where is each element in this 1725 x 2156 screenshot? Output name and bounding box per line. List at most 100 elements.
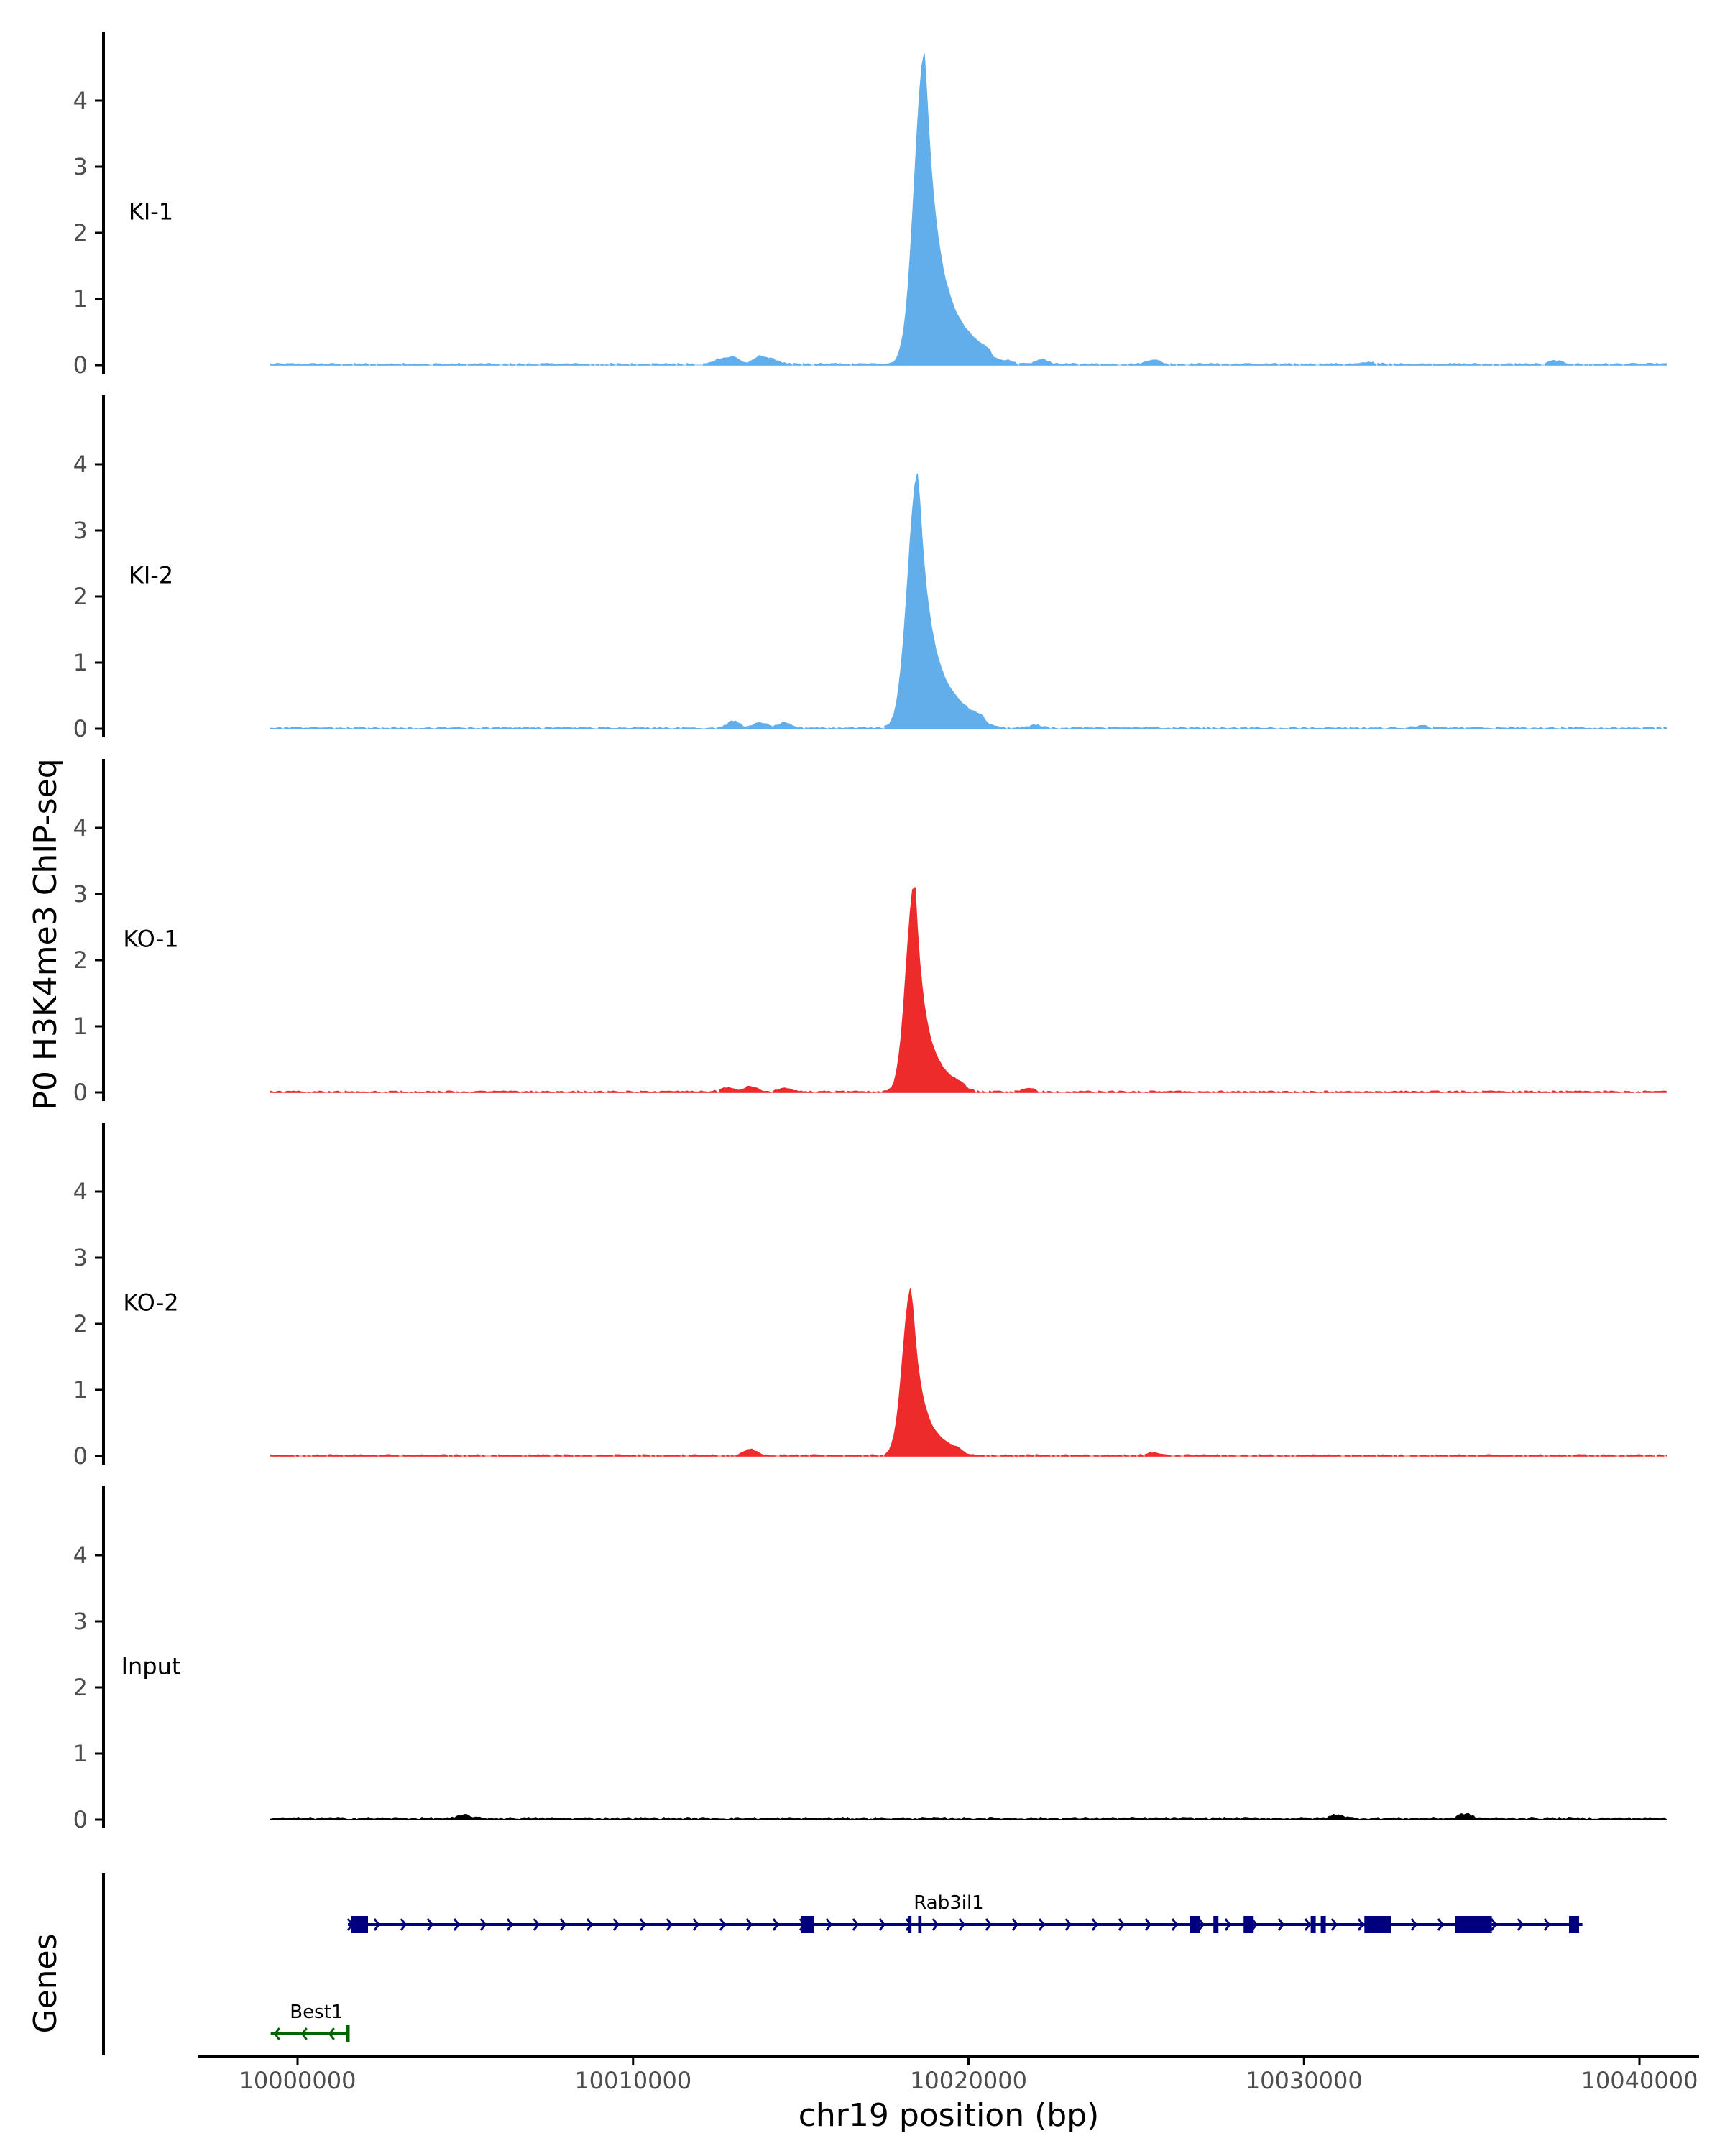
strand-arrow <box>745 1918 753 1931</box>
strand-arrow <box>1197 1918 1205 1931</box>
strand-arrow <box>932 1918 939 1931</box>
y-tick-label: 3 <box>73 517 88 544</box>
strand-arrow <box>1357 1918 1364 1931</box>
strand-arrow <box>692 1918 699 1931</box>
track-input: 0 1 2 3 4 Input <box>73 1486 1668 1833</box>
exon-block <box>1568 1916 1579 1933</box>
y-tick-label: 0 <box>73 715 88 742</box>
y-tick-label: 1 <box>73 1013 88 1040</box>
x-tick-label: 10020000 <box>910 2067 1027 2094</box>
x-tick-label: 10030000 <box>1246 2067 1363 2094</box>
strand-arrow <box>559 1918 566 1931</box>
y-tick-label: 4 <box>73 814 88 842</box>
strand-arrow <box>719 1918 726 1931</box>
track-label: Input <box>121 1653 181 1680</box>
strand-arrow <box>852 1918 859 1931</box>
strand-arrow <box>1224 1918 1231 1931</box>
y-tick-label: 1 <box>73 649 88 676</box>
signal-area <box>270 1812 1668 1820</box>
exon-block <box>1310 1916 1316 1933</box>
x-tick-label: 10000000 <box>239 2067 356 2094</box>
exon-block <box>908 1916 912 1933</box>
strand-arrow <box>772 1918 779 1931</box>
track-ki-2: 0 1 2 3 4 KI-2 <box>73 395 1668 742</box>
strand-arrow <box>1543 1918 1550 1931</box>
signal-area <box>270 887 1668 1093</box>
y-tick-label: 2 <box>73 219 88 247</box>
exon-block <box>1320 1916 1326 1933</box>
x-tick-label: 10010000 <box>574 2067 691 2094</box>
y-tick-label: 4 <box>73 87 88 114</box>
y-tick-label: 2 <box>73 583 88 610</box>
strand-arrow <box>426 1918 433 1931</box>
y-tick-label: 1 <box>73 1376 88 1404</box>
track-label: KO-2 <box>123 1289 178 1317</box>
x-axis-label: chr19 position (bp) <box>799 2097 1100 2134</box>
exon-block <box>351 1916 369 1933</box>
strand-arrow <box>666 1918 673 1931</box>
gene-best1: Best1 <box>270 2001 350 2042</box>
y-tick-label: 1 <box>73 285 88 313</box>
y-tick-label: 3 <box>73 1608 88 1635</box>
strand-arrow <box>1091 1918 1098 1931</box>
strand-arrow <box>612 1918 620 1931</box>
signal-area <box>270 473 1668 729</box>
y-tick-label: 2 <box>73 1310 88 1337</box>
strand-arrow <box>825 1918 832 1931</box>
y-axis-label: P0 H3K4me3 ChIP-seq <box>27 758 64 1110</box>
gene-rab3il1: Rab3il1 <box>346 1892 1583 1933</box>
strand-arrow <box>479 1918 487 1931</box>
y-tick-label: 1 <box>73 1740 88 1767</box>
tracks-layer: 0 1 2 3 4 KI-1 0 1 2 3 4 KI-2 0 1 2 3 4 KO-1 0 1 2 3 4 KO-2 0 1 2 3… <box>73 32 1668 1833</box>
y-tick-label: 3 <box>73 153 88 180</box>
y-tick-label: 0 <box>73 1079 88 1106</box>
y-tick-label: 3 <box>73 1244 88 1271</box>
strand-arrow <box>1011 1918 1018 1931</box>
y-tick-label: 3 <box>73 880 88 908</box>
strand-arrow <box>1490 1918 1497 1931</box>
track-ko-2: 0 1 2 3 4 KO-2 <box>73 1123 1668 1470</box>
track-ki-1: 0 1 2 3 4 KI-1 <box>73 32 1668 379</box>
y-tick-label: 4 <box>73 451 88 478</box>
strand-arrow <box>586 1918 593 1931</box>
track-label: KI-2 <box>129 562 173 589</box>
genes-axis-label: Genes <box>27 1933 64 2033</box>
strand-arrow <box>1064 1918 1072 1931</box>
y-tick-label: 2 <box>73 1674 88 1701</box>
track-label: KI-1 <box>129 198 173 226</box>
signal-area <box>270 1288 1668 1457</box>
strand-arrow <box>1517 1918 1524 1931</box>
strand-arrow <box>639 1918 646 1931</box>
strand-arrow <box>1118 1918 1125 1931</box>
track-ko-1: 0 1 2 3 4 KO-1 <box>73 759 1668 1106</box>
exon-block <box>1190 1916 1200 1933</box>
strand-arrow <box>1171 1918 1178 1931</box>
strand-arrow <box>453 1918 460 1931</box>
strand-arrow <box>506 1918 513 1931</box>
signal-area <box>270 53 1668 366</box>
y-tick-label: 4 <box>73 1178 88 1205</box>
strand-arrow <box>1144 1918 1151 1931</box>
strand-arrow <box>328 2027 335 2040</box>
strand-arrow <box>373 1918 380 1931</box>
gene-name-label: Rab3il1 <box>914 1892 983 1914</box>
x-axis: 10000000 10010000 10020000 10030000 10040000 <box>198 2055 1699 2094</box>
exon-block <box>801 1916 814 1933</box>
exon-block <box>1213 1916 1219 1933</box>
y-tick-label: 2 <box>73 946 88 974</box>
exon-block <box>918 1916 922 1933</box>
strand-arrow <box>1330 1918 1338 1931</box>
strand-arrow <box>273 2027 280 2040</box>
y-tick-label: 0 <box>73 351 88 379</box>
strand-arrow <box>400 1918 407 1931</box>
strand-arrow <box>1437 1918 1444 1931</box>
y-tick-label: 0 <box>73 1806 88 1833</box>
strand-arrow <box>958 1918 965 1931</box>
genes-layer: Genes Rab3il1 Best1 <box>27 1873 1583 2055</box>
y-tick-label: 0 <box>73 1442 88 1470</box>
strand-arrow <box>878 1918 886 1931</box>
exon-block <box>1364 1916 1392 1933</box>
strand-arrow <box>1277 1918 1284 1931</box>
track-label: KO-1 <box>123 926 178 953</box>
